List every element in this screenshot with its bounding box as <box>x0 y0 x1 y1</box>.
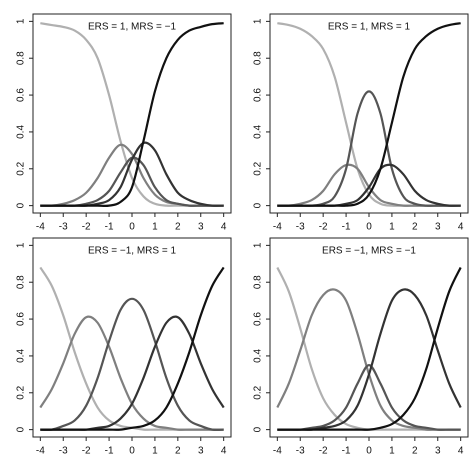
x-tick-label: 1 <box>389 446 395 457</box>
x-tick-label: 2 <box>412 222 418 233</box>
x-tick-label: 2 <box>175 222 181 233</box>
x-tick-label: -2 <box>319 222 328 233</box>
plot-frame <box>32 13 232 214</box>
y-tick-label: 0.2 <box>16 161 27 175</box>
curve <box>277 266 462 431</box>
plot-frame <box>269 237 469 438</box>
y-tick-label: 1 <box>253 242 264 248</box>
x-tick-label: -2 <box>319 446 328 457</box>
x-tick-label: 3 <box>198 446 204 457</box>
annotation: ERS = −1, MRS = 1 <box>88 246 177 257</box>
x-tick-label: 1 <box>389 222 395 233</box>
curve <box>277 288 462 431</box>
panel: -4 -3 -2 -1 0 1 2 3 4 0 0.2 0.4 0.6 0.8 1 ERS = 1, MRS … <box>253 13 469 233</box>
y-tick-label: 0 <box>253 202 264 208</box>
plot-frame <box>269 13 469 214</box>
x-tick-label: 4 <box>458 446 464 457</box>
panel: -4 -3 -2 -1 0 1 2 3 4 0 0.2 0.4 0.6 0.8 1 ERS = −1, MRS… <box>253 237 469 457</box>
annotation: ERS = −1, MRS = −1 <box>322 246 416 257</box>
curve <box>277 22 461 207</box>
x-tick-label: -4 <box>273 222 282 233</box>
x-tick-label: -3 <box>296 222 305 233</box>
y-tick-label: 0.2 <box>253 385 264 399</box>
y-tick-label: 0.8 <box>16 275 27 289</box>
curve <box>40 297 224 431</box>
y-tick-label: 0 <box>253 426 264 432</box>
curve <box>40 156 224 207</box>
x-tick-label: -4 <box>36 222 45 233</box>
x-tick-label: -3 <box>59 222 68 233</box>
y-tick-label: 1 <box>16 18 27 24</box>
x-tick-label: -3 <box>296 446 305 457</box>
y-tick-label: 0.4 <box>16 349 27 363</box>
x-tick-label: 0 <box>129 222 135 233</box>
y-tick-label: 0.8 <box>253 275 264 289</box>
y-tick-label: 0.6 <box>16 88 27 102</box>
x-tick-label: -2 <box>82 446 91 457</box>
x-tick-label: 3 <box>198 222 204 233</box>
curve <box>40 22 224 207</box>
curve <box>276 288 461 431</box>
y-tick-label: 0.2 <box>16 385 27 399</box>
y-tick-label: 0 <box>16 426 27 432</box>
x-tick-label: -1 <box>105 222 114 233</box>
y-tick-label: 0.4 <box>253 125 264 139</box>
x-tick-label: 0 <box>129 446 135 457</box>
x-tick-label: 2 <box>175 446 181 457</box>
y-tick-label: 0 <box>16 202 27 208</box>
x-tick-label: 0 <box>366 446 372 457</box>
curve <box>277 22 461 207</box>
panel: -4 -3 -2 -1 0 1 2 3 4 0 0.2 0.4 0.6 0.8 1 ERS = 1, MRS … <box>16 13 232 233</box>
y-tick-label: 0.6 <box>253 312 264 326</box>
plot-frame <box>32 237 232 438</box>
x-tick-label: -4 <box>273 446 282 457</box>
y-tick-label: 0.6 <box>253 88 264 102</box>
x-tick-label: -2 <box>82 222 91 233</box>
x-tick-label: 3 <box>435 222 441 233</box>
x-tick-label: -4 <box>36 446 45 457</box>
y-tick-label: 0.8 <box>16 51 27 65</box>
y-tick-label: 1 <box>253 18 264 24</box>
curve <box>277 163 461 207</box>
x-tick-label: 2 <box>412 446 418 457</box>
annotation: ERS = 1, MRS = 1 <box>328 22 411 33</box>
x-tick-label: 4 <box>221 446 227 457</box>
y-tick-label: 1 <box>16 242 27 248</box>
x-tick-label: 4 <box>458 222 464 233</box>
x-tick-label: -1 <box>342 222 351 233</box>
y-tick-label: 0.4 <box>253 349 264 363</box>
y-tick-label: 0.8 <box>253 51 264 65</box>
y-tick-label: 0.6 <box>16 312 27 326</box>
curve <box>277 364 461 431</box>
y-tick-label: 0.4 <box>16 125 27 139</box>
x-tick-label: 4 <box>221 222 227 233</box>
x-tick-label: 1 <box>152 222 158 233</box>
x-tick-label: 0 <box>366 222 372 233</box>
x-tick-label: -1 <box>342 446 351 457</box>
x-tick-label: -1 <box>105 446 114 457</box>
annotation: ERS = 1, MRS = −1 <box>88 22 177 33</box>
curve <box>40 141 224 207</box>
panel: -4 -3 -2 -1 0 1 2 3 4 0 0.2 0.4 0.6 0.8 1 ERS = −1, MRS… <box>16 237 232 457</box>
y-tick-label: 0.2 <box>253 161 264 175</box>
curve <box>40 266 225 431</box>
x-tick-label: 3 <box>435 446 441 457</box>
x-tick-label: -3 <box>59 446 68 457</box>
curve <box>40 22 224 207</box>
x-tick-label: 1 <box>152 446 158 457</box>
